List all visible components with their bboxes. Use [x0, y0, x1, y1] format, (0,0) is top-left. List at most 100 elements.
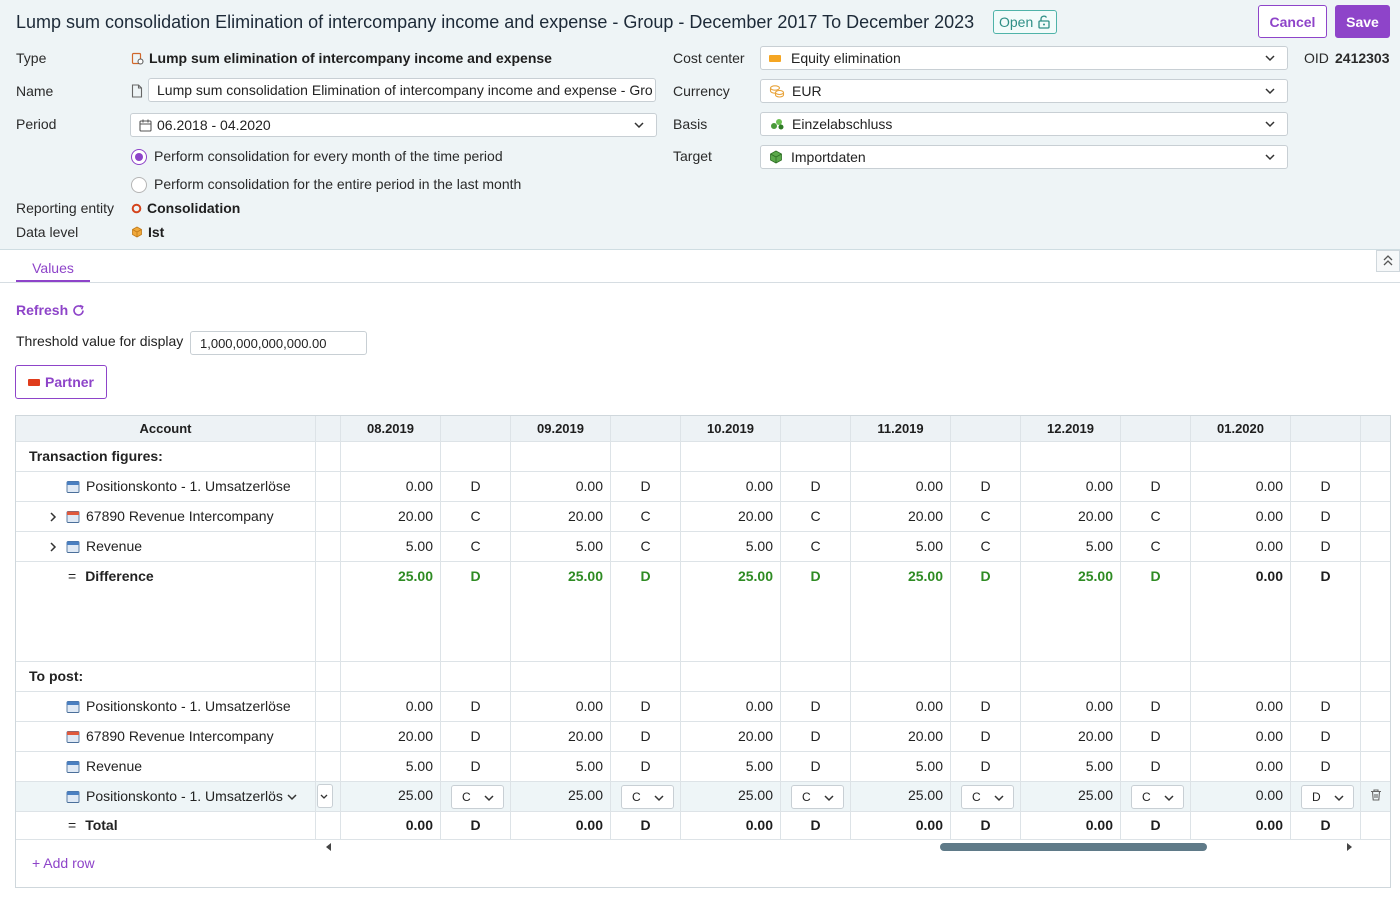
chevron-right-icon[interactable]: [47, 511, 59, 523]
scrollbar-thumb[interactable]: [940, 843, 1207, 851]
dc-cell: D: [781, 812, 851, 839]
month-header: 09.2019: [511, 416, 611, 441]
cost-center-select[interactable]: Equity elimination: [760, 46, 1288, 70]
dc-select[interactable]: C: [961, 785, 1014, 809]
dc-cell: D: [441, 752, 511, 781]
tab-values[interactable]: Values: [16, 254, 90, 282]
value-input[interactable]: 0.00: [1191, 782, 1291, 811]
table-header: Account 08.2019 09.2019 10.2019 11.2019 12.20…: [16, 416, 1390, 442]
dc-select[interactable]: C: [1131, 785, 1184, 809]
threshold-input[interactable]: [190, 331, 367, 355]
dc-header: [1121, 416, 1191, 441]
month-header: 08.2019: [341, 416, 441, 441]
dc-cell: D: [1291, 782, 1361, 811]
cost-center-icon: [769, 54, 781, 62]
partner-icon: [27, 378, 40, 386]
dc-cell: D: [951, 752, 1021, 781]
data-level-text: Ist: [148, 224, 165, 240]
cost-center-label: Cost center: [673, 50, 745, 66]
refresh-button[interactable]: Refresh: [16, 302, 85, 318]
partner-button[interactable]: Partner: [15, 365, 107, 399]
radio-entire-period[interactable]: [131, 177, 147, 193]
scroll-right-icon[interactable]: [1344, 842, 1354, 852]
dc-cell: [781, 662, 851, 691]
spacer-cell: [316, 416, 341, 441]
dc-select-value: C: [972, 790, 981, 804]
collapse-button[interactable]: [1376, 250, 1400, 272]
value-input[interactable]: 25.00: [851, 782, 951, 811]
account-label: 67890 Revenue Intercompany: [86, 728, 274, 744]
value-cell: 20.00: [851, 722, 951, 751]
dc-cell: D: [441, 692, 511, 721]
spacer-cell: [316, 782, 341, 811]
target-select[interactable]: Importdaten: [760, 145, 1288, 169]
cancel-button[interactable]: Cancel: [1258, 5, 1327, 38]
dc-select[interactable]: D: [1301, 785, 1354, 809]
account-select-value[interactable]: Positionskonto - 1. Umsatzerlös: [86, 788, 283, 804]
dc-select[interactable]: C: [791, 785, 844, 809]
account-cell: = Difference: [16, 562, 316, 661]
dc-select-value: C: [1142, 790, 1151, 804]
unlock-icon: [1038, 15, 1050, 29]
page-title: Lump sum consolidation Elimination of in…: [16, 12, 975, 32]
table-row: Positionskonto - 1. Umsatzerlöse 0.00 D 0.0…: [16, 692, 1390, 722]
add-row-button[interactable]: + Add row: [32, 855, 95, 871]
account-icon: [66, 730, 80, 743]
value-input[interactable]: 25.00: [681, 782, 781, 811]
radio-every-month[interactable]: [131, 149, 147, 165]
value-cell: [1021, 442, 1121, 471]
calendar-icon: [139, 119, 152, 132]
period-select[interactable]: 06.2018 - 04.2020: [130, 113, 657, 137]
dc-select[interactable]: C: [451, 785, 504, 809]
data-level-label: Data level: [16, 224, 79, 240]
spacer-cell: [316, 662, 341, 691]
dc-cell: D: [441, 562, 511, 661]
account-icon: [66, 540, 80, 553]
dc-header: [611, 416, 681, 441]
filler-cell: [1361, 722, 1390, 751]
value-cell: 0.00: [341, 812, 441, 839]
value-cell: 5.00: [681, 752, 781, 781]
currency-select[interactable]: EUR: [760, 79, 1288, 103]
dc-cell: D: [1291, 752, 1361, 781]
value-cell: 0.00: [1021, 472, 1121, 501]
target-label: Target: [673, 148, 712, 164]
month-header: 11.2019: [851, 416, 951, 441]
scroll-left-icon[interactable]: [324, 842, 334, 852]
dc-cell: D: [1121, 472, 1191, 501]
basis-select[interactable]: Einzelabschluss: [760, 112, 1288, 136]
account-cell[interactable]: Positionskonto - 1. Umsatzerlös: [16, 782, 316, 811]
value-input[interactable]: 25.00: [511, 782, 611, 811]
dc-cell: C: [441, 782, 511, 811]
dc-cell: D: [781, 562, 851, 661]
account-label: Positionskonto - 1. Umsatzerlöse: [86, 698, 291, 714]
dc-select[interactable]: C: [621, 785, 674, 809]
dc-cell: C: [611, 782, 681, 811]
threshold-label: Threshold value for display: [16, 333, 184, 349]
value-cell: 0.00: [681, 692, 781, 721]
value-input[interactable]: 25.00: [341, 782, 441, 811]
dc-header: [441, 416, 511, 441]
spacer-cell: [316, 502, 341, 531]
dc-cell: D: [781, 472, 851, 501]
trash-icon[interactable]: [1369, 788, 1383, 802]
account-label: Positionskonto - 1. Umsatzerlöse: [86, 478, 291, 494]
dc-cell: D: [1291, 812, 1361, 839]
name-input[interactable]: Lump sum consolidation Elimination of in…: [148, 78, 656, 102]
partner-select[interactable]: [317, 784, 333, 808]
dc-select-value: D: [1312, 790, 1321, 804]
value-cell: 25.00: [511, 562, 611, 661]
document-icon: [131, 84, 143, 98]
dc-cell: C: [611, 502, 681, 531]
chevron-right-icon[interactable]: [47, 541, 59, 553]
save-button[interactable]: Save: [1335, 5, 1390, 38]
dc-cell: C: [781, 532, 851, 561]
horizontal-scrollbar[interactable]: [16, 840, 1390, 854]
chevron-down-icon[interactable]: [286, 791, 298, 803]
value-cell: 5.00: [851, 532, 951, 561]
value-input[interactable]: 25.00: [1021, 782, 1121, 811]
dc-cell: C: [1121, 502, 1191, 531]
dc-cell: D: [1291, 502, 1361, 531]
value-cell: [341, 442, 441, 471]
account-icon: [66, 790, 80, 803]
